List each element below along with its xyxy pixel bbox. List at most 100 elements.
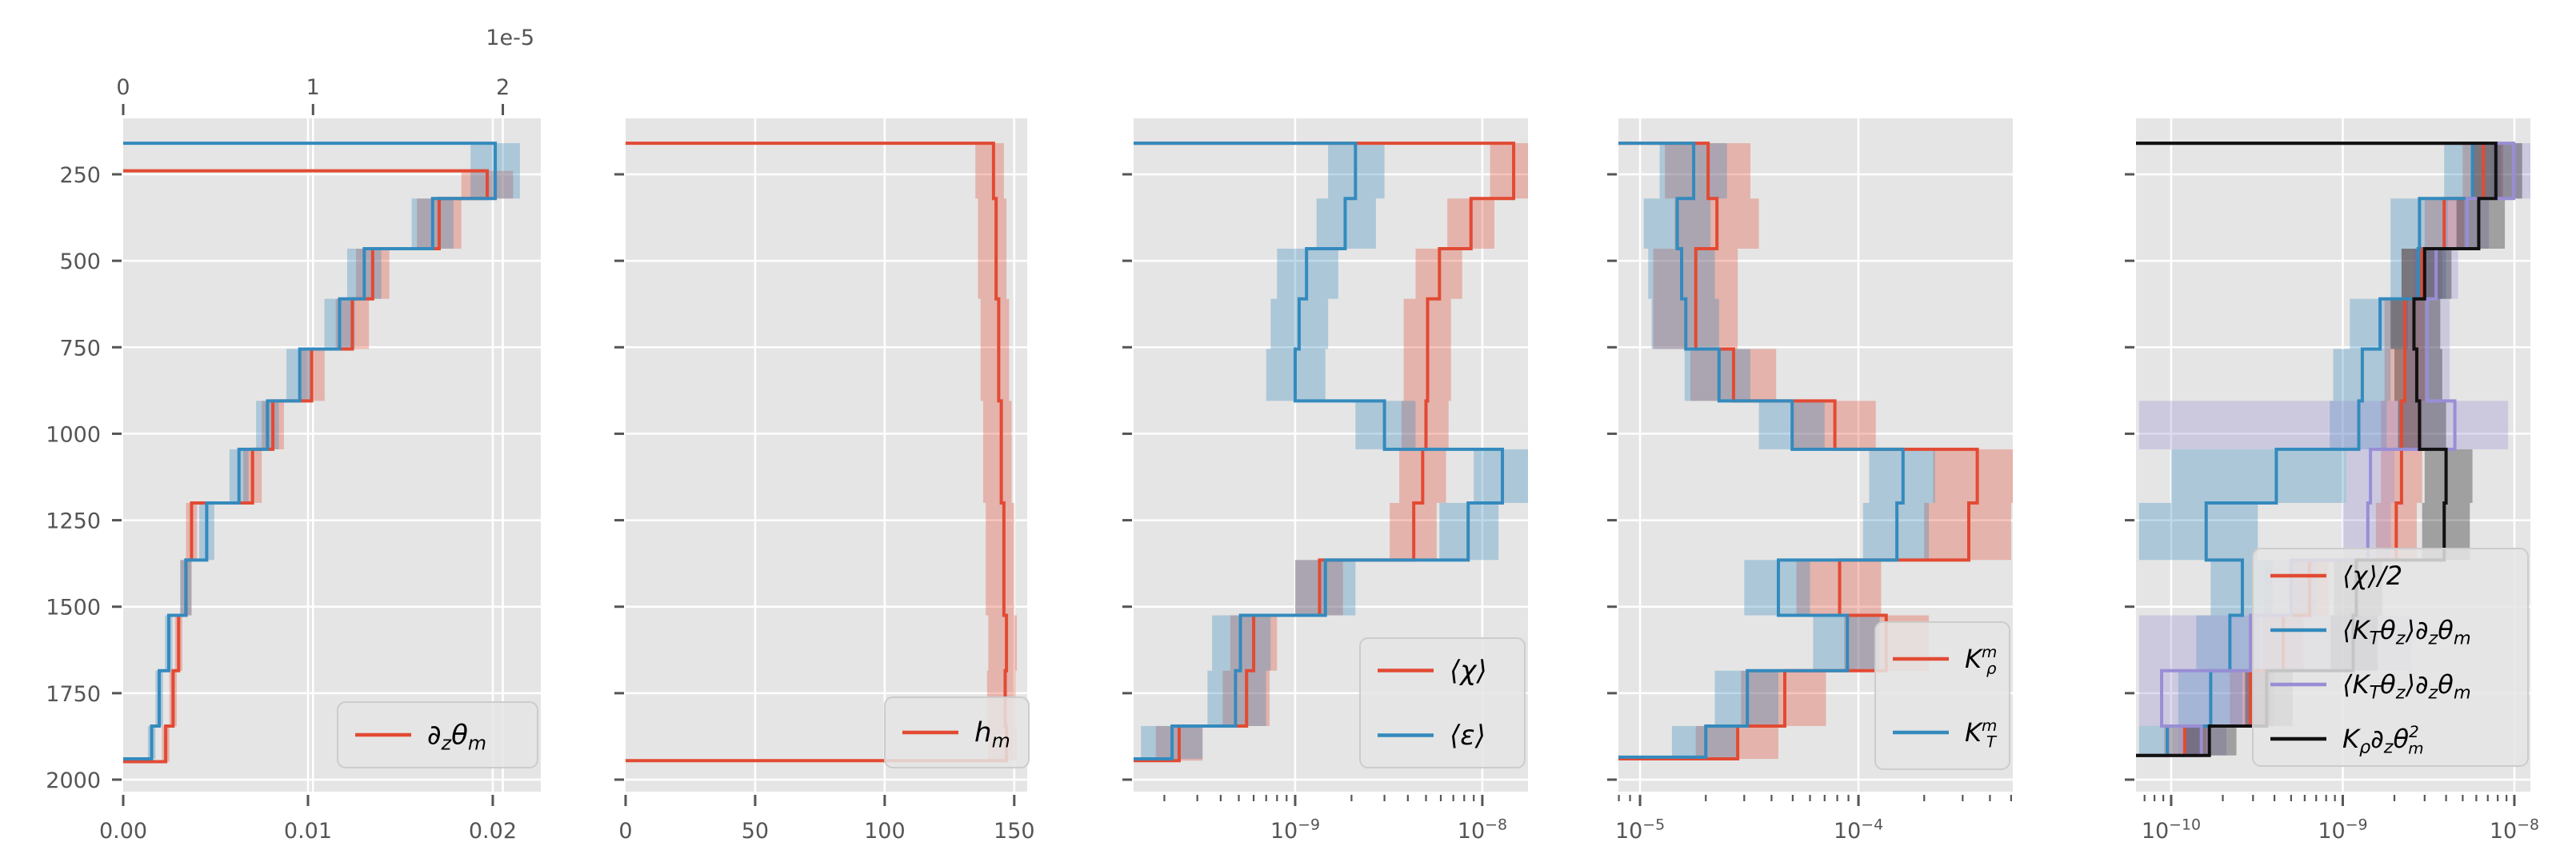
legend-label: hm: [974, 717, 1010, 752]
text-run: −8: [1485, 816, 1507, 834]
axis-ticks: 10−5 10−4: [1607, 173, 2012, 844]
y-tick-label: 2000: [46, 768, 101, 793]
text-run: 10: [2318, 819, 2345, 844]
panel-hm-h_m-band: [982, 449, 1012, 503]
x-tick-label: 50: [742, 819, 769, 844]
panel-hm-h_m-band: [980, 349, 1010, 401]
text-run: −4: [1861, 816, 1883, 834]
text-run: 50: [742, 819, 769, 844]
panel-hm-h_m-band: [986, 502, 1014, 561]
text-run: 1e-5: [486, 26, 534, 50]
text-run: −8: [2517, 816, 2539, 834]
panel-budget-KTthetaz_dztheta_1-band: [2138, 502, 2258, 561]
text-run: m: [1982, 716, 1997, 735]
text-run: z: [2395, 682, 2406, 703]
panel-dztheta-dz_theta_top_axis-line: [123, 142, 498, 761]
text-run: 0.00: [99, 819, 147, 844]
axis-ticks: 0.00 0.01 0.02 0 1 2 1e-5 250 500 750 1000 1250 1500…: [46, 26, 534, 844]
top-axis-offset-label: 1e-5: [486, 26, 534, 50]
text-run: θ: [2380, 615, 2396, 645]
text-run: −10: [2169, 816, 2201, 834]
x-tick-label: 10−10: [2142, 816, 2201, 844]
legend-label: ∂zθm: [427, 720, 486, 755]
legend-label: ⟨ε⟩: [1450, 720, 1486, 752]
text-run: T: [1986, 733, 1998, 752]
text-run: 1500: [46, 596, 101, 621]
text-run: ⟨K: [2342, 615, 2371, 645]
x-tick-label: 0.00: [99, 819, 147, 844]
text-run: θ: [2380, 669, 2396, 700]
text-run: 10: [1615, 819, 1642, 844]
text-run: z: [2428, 682, 2439, 703]
x-tick-label: 150: [994, 819, 1035, 844]
legend-label: Km T: [1965, 716, 1998, 751]
text-run: ⟨χ⟩: [1450, 655, 1487, 687]
plot-area: [626, 118, 1027, 792]
panel-hm-h_m-band: [978, 198, 1007, 249]
text-run: 10: [2142, 819, 2169, 844]
x-tick-label: 10−9: [1270, 816, 1320, 844]
panel-hm-h_m-band: [982, 401, 1012, 449]
panel-hm-h_m-band: [988, 615, 1018, 671]
x-tick-label: 10−5: [1615, 816, 1665, 844]
legend-box: [1359, 637, 1526, 768]
text-run: 150: [994, 819, 1035, 844]
text-run: θ: [451, 720, 468, 752]
x-tick-label: 100: [864, 819, 906, 844]
x-tick-label: 0.01: [284, 819, 332, 844]
text-run: 1: [306, 75, 320, 100]
text-run: 0.02: [469, 819, 517, 844]
text-run: 0: [116, 75, 130, 100]
text-run: 2: [496, 75, 510, 100]
series-lines: [1618, 142, 1979, 761]
text-run: z: [2428, 628, 2439, 649]
text-run: m: [992, 729, 1010, 752]
panel-chi-eps-chi_mean-band: [1490, 143, 1528, 199]
panel-budget-KTthetaz_dztheta_1-band: [2138, 725, 2202, 756]
top-tick-label: 1: [306, 75, 320, 100]
panel-budget-Krho_dztheta_sq-band: [2424, 449, 2473, 503]
text-run: m: [2408, 740, 2423, 758]
text-run: K: [1965, 717, 1984, 748]
text-run: 10: [1834, 819, 1861, 844]
x-tick-label: 10−4: [1834, 816, 1883, 844]
y-tick-label: 750: [59, 336, 101, 361]
panel-budget-Krho_dztheta_sq-band: [2398, 401, 2446, 449]
panel-dztheta-legend: ∂zθm: [337, 701, 538, 768]
panel-chi-eps: 10−9 10 −8 ⟨χ⟩ ⟨ε⟩: [1122, 118, 1528, 844]
panel-budget-KTthetaz_dztheta_1-band: [2170, 449, 2346, 503]
text-run: 1750: [46, 682, 101, 707]
panel-chi-eps-legend: ⟨χ⟩ ⟨ε⟩: [1359, 637, 1526, 768]
text-run: −5: [1642, 816, 1665, 834]
text-run: −9: [1298, 816, 1320, 834]
panel-K-legend: Km ρKm T: [1874, 621, 2010, 770]
text-run: ρ: [2359, 736, 2370, 757]
y-tick-label: 1000: [46, 422, 101, 447]
top-tick-label: 0: [116, 75, 130, 100]
text-run: K: [2342, 724, 2362, 754]
text-run: m: [2454, 628, 2471, 649]
panel-K: 10−5 10−4Km ρKm T: [1607, 118, 2013, 844]
text-run: z: [2395, 628, 2406, 649]
series-lines: [123, 142, 498, 764]
text-run: 0.01: [284, 819, 332, 844]
text-run: ⟨χ⟩/2: [2342, 561, 2402, 591]
text-run: 750: [59, 336, 101, 361]
text-run: 1250: [46, 509, 101, 534]
text-run: 500: [59, 249, 101, 274]
text-run: ∂: [2370, 724, 2384, 754]
text-run: ⟨ε⟩: [1450, 720, 1486, 752]
panel-dztheta: 0.00 0.01 0.02 0 1 2 1e-5 250 500 750 1000 1250 1500…: [46, 26, 541, 844]
text-run: ⟩∂: [2405, 615, 2429, 645]
text-run: 2000: [46, 768, 101, 793]
panel-hm-h_m-band: [980, 298, 1010, 349]
text-run: θ: [2438, 615, 2454, 645]
legend-box: [337, 701, 538, 768]
y-tick-label: 1500: [46, 596, 101, 621]
text-run: 10: [1270, 819, 1298, 844]
text-run: θ: [2438, 669, 2454, 700]
text-run: −9: [2346, 816, 2368, 834]
y-tick-label: 1250: [46, 509, 101, 534]
